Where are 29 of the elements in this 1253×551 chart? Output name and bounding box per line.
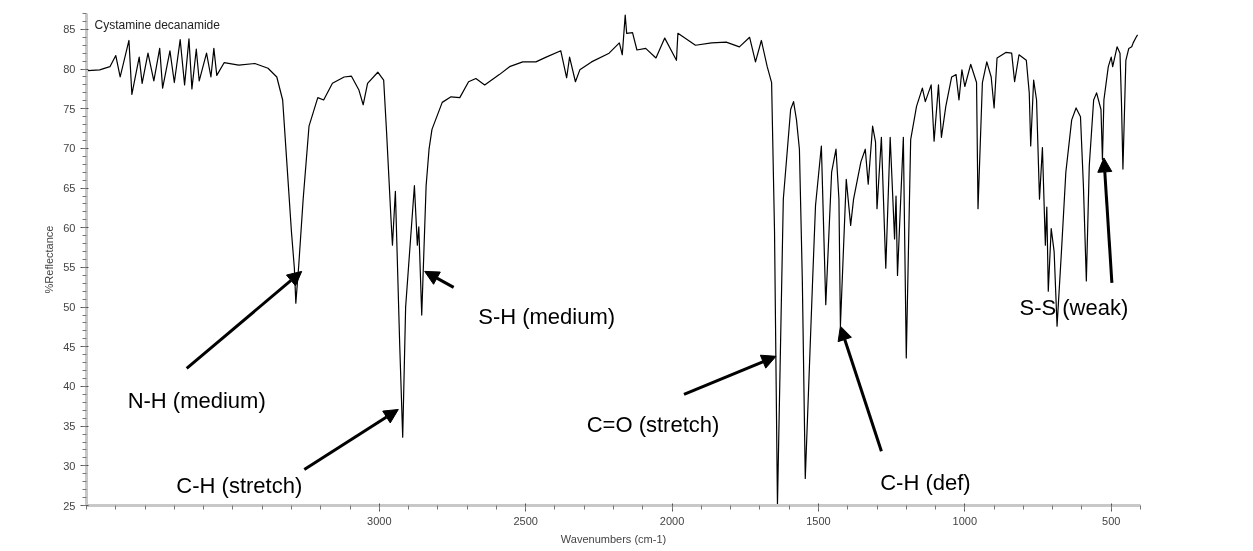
x-tick-label: 2000 — [659, 514, 685, 527]
chart-title: Cystamine decanamide — [94, 17, 221, 32]
x-tick-label: 1500 — [806, 514, 831, 527]
line-series — [87, 14, 1139, 506]
x-axis-title: Wavenumbers (cm-1) — [560, 532, 667, 545]
y-tick-label: 60 — [63, 221, 76, 234]
annotation: C-H (def) — [880, 469, 971, 495]
y-tick-label: 75 — [63, 102, 76, 115]
y-tick-label: 35 — [63, 420, 76, 433]
y-tick-label: 30 — [63, 459, 76, 472]
x-tick-label: 1000 — [952, 514, 978, 527]
x-tick-label: 3000 — [367, 514, 392, 527]
y-tick-label: 25 — [63, 499, 76, 512]
y-axis-title: %Reflectance — [43, 225, 56, 294]
y-tick-label: 70 — [63, 142, 76, 155]
annotation: N-H (medium) — [127, 387, 266, 413]
annotation: S-S (weak) — [1019, 295, 1129, 321]
annotation: C=O (stretch) — [586, 411, 720, 437]
annotation: S-H (medium) — [478, 303, 616, 329]
y-tick-label: 85 — [63, 23, 76, 36]
y-tick-label: 55 — [63, 261, 76, 274]
annotation: C-H (stretch) — [176, 472, 303, 498]
x-tick-label: 2500 — [513, 514, 538, 527]
y-tick-label: 40 — [63, 380, 76, 393]
y-tick-label: 65 — [63, 182, 76, 195]
x-tick-label: 500 — [1102, 514, 1121, 527]
y-tick-label: 50 — [63, 301, 76, 314]
y-tick-label: 45 — [63, 340, 76, 353]
y-tick-label: 80 — [63, 63, 76, 76]
